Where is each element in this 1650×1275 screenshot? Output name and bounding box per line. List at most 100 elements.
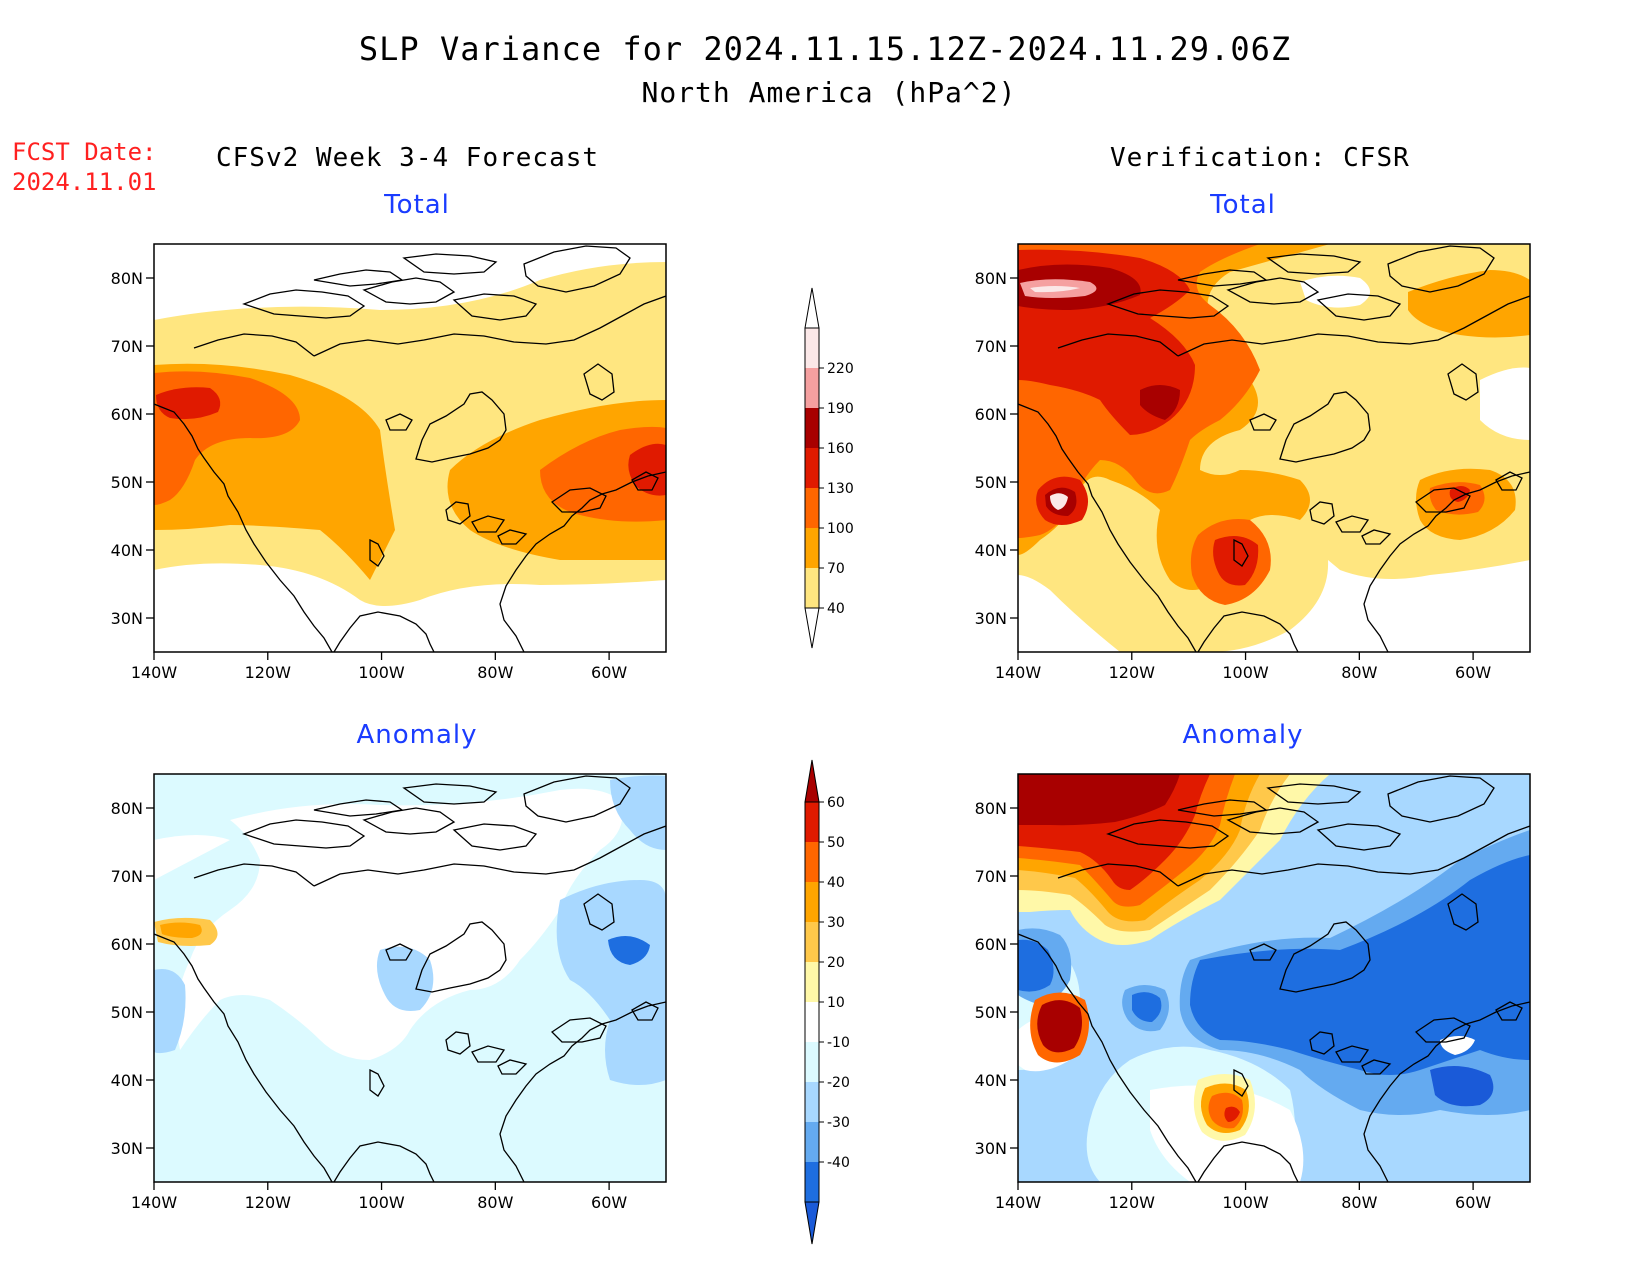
lon-tick-label: 120W (245, 663, 292, 682)
colorbar-level-label: 30 (827, 915, 845, 931)
lat-tick-label: 60N (975, 935, 1007, 954)
colorbar-top-triangle (804, 287, 820, 329)
colorbar-swatch (805, 1162, 819, 1202)
colorbar-swatch (805, 882, 819, 922)
lat-tick-label: 50N (111, 473, 143, 492)
lat-tick-label: 30N (975, 1139, 1007, 1158)
colorbar-swatch (805, 488, 819, 528)
lon-tick-label: 100W (358, 1193, 405, 1212)
colorbar-swatch (805, 408, 819, 448)
lat-tick-label: 50N (111, 1003, 143, 1022)
lat-tick-label: 70N (111, 867, 143, 886)
axis-ticks: 80N 70N 60N 50N 40N 30N 140W 120W 100W 80W 60W 80N 7… (111, 269, 1492, 1212)
colorbar-level-label: 40 (827, 601, 845, 617)
lon-tick-label: 80W (1341, 1193, 1377, 1212)
lon-tick-label: 120W (1109, 663, 1156, 682)
colorbar-swatch (805, 368, 819, 408)
lon-tick-label: 100W (1222, 1193, 1269, 1212)
colorbar-level-label: 20 (827, 955, 845, 971)
panel-title-fcst-total: Total (384, 190, 450, 220)
lat-tick-label: 80N (975, 269, 1007, 288)
lon-tick-label: 100W (358, 663, 405, 682)
colorbar-bottom-triangle (804, 607, 820, 649)
lon-tick-label: 80W (477, 663, 513, 682)
lon-tick-label: 60W (591, 1193, 627, 1212)
colorbar-level-label: 220 (827, 361, 854, 377)
colorbar-swatch (805, 448, 819, 488)
fcst-date-value: 2024.11.01 (12, 168, 157, 196)
lat-tick-label: 40N (975, 1071, 1007, 1090)
panel-title-fcst-anomaly: Anomaly (356, 720, 478, 750)
verification-column-header: Verification: CFSR (1110, 143, 1410, 173)
lon-tick-label: 140W (131, 663, 178, 682)
lat-tick-label: 50N (975, 473, 1007, 492)
colorbar-level-label: 70 (827, 561, 845, 577)
lat-tick-label: 80N (111, 799, 143, 818)
lat-tick-label: 80N (111, 269, 143, 288)
colorbar-swatch (805, 842, 819, 882)
lon-tick-label: 60W (1455, 1193, 1491, 1212)
lon-tick-label: 100W (1222, 663, 1269, 682)
colorbar-swatch (805, 1002, 819, 1042)
lat-tick-label: 80N (975, 799, 1007, 818)
verification-total-map (1017, 243, 1531, 653)
lat-tick-label: 60N (111, 405, 143, 424)
total-colorbar: 40 70 100 130 160 190 220 (804, 287, 854, 649)
forecast-anomaly-map (153, 773, 667, 1183)
colorbar-bottom-triangle (804, 1201, 820, 1245)
colorbar-level-label: 190 (827, 401, 854, 417)
colorbar-level-label: 40 (827, 875, 845, 891)
colorbar-level-label: 100 (827, 521, 854, 537)
verification-anomaly-map (1017, 773, 1531, 1183)
lon-tick-label: 120W (1109, 1193, 1156, 1212)
colorbar-level-label: 130 (827, 481, 854, 497)
colorbar-swatch (805, 802, 819, 842)
colorbar-level-label: -10 (827, 1035, 850, 1051)
lat-tick-label: 70N (975, 867, 1007, 886)
colorbar-swatch (805, 328, 819, 368)
lat-tick-label: 40N (975, 541, 1007, 560)
lon-tick-label: 140W (131, 1193, 178, 1212)
lon-tick-label: 80W (477, 1193, 513, 1212)
forecast-total-map (153, 243, 667, 653)
colorbar-swatch (805, 922, 819, 962)
lat-tick-label: 70N (111, 337, 143, 356)
lat-tick-label: 30N (975, 609, 1007, 628)
colorbar-level-label: -30 (827, 1115, 850, 1131)
colorbar-swatch (805, 962, 819, 1002)
lon-tick-label: 120W (245, 1193, 292, 1212)
colorbar-swatch (805, 1082, 819, 1122)
lat-tick-label: 50N (975, 1003, 1007, 1022)
colorbar-top-triangle (804, 759, 820, 803)
colorbar-level-label: -40 (827, 1155, 850, 1171)
colorbar-level-label: -20 (827, 1075, 850, 1091)
lat-tick-label: 40N (111, 541, 143, 560)
lon-tick-label: 140W (995, 663, 1042, 682)
lon-tick-label: 140W (995, 1193, 1042, 1212)
lat-tick-label: 40N (111, 1071, 143, 1090)
figure-subtitle: North America (hPa^2) (641, 76, 1017, 109)
colorbar-level-label: 50 (827, 835, 845, 851)
anomaly-colorbar: 60 50 40 30 20 10 -10 -20 -30 -40 (804, 759, 850, 1245)
forecast-column-header: CFSv2 Week 3-4 Forecast (216, 143, 600, 173)
lon-tick-label: 60W (591, 663, 627, 682)
fcst-date-label: FCST Date: (12, 138, 157, 166)
figure-title: SLP Variance for 2024.11.15.12Z-2024.11.… (358, 30, 1292, 68)
lon-tick-label: 60W (1455, 663, 1491, 682)
colorbar-level-label: 10 (827, 995, 845, 1011)
lat-tick-label: 60N (111, 935, 143, 954)
colorbar-swatch (805, 1122, 819, 1162)
colorbar-swatch (805, 528, 819, 568)
colorbar-swatch (805, 1042, 819, 1082)
lat-tick-label: 30N (111, 609, 143, 628)
colorbar-swatch (805, 568, 819, 608)
panel-title-verif-anomaly: Anomaly (1182, 720, 1304, 750)
lat-tick-label: 70N (975, 337, 1007, 356)
lat-tick-label: 60N (975, 405, 1007, 424)
lon-tick-label: 80W (1341, 663, 1377, 682)
lat-tick-label: 30N (111, 1139, 143, 1158)
colorbar-level-label: 60 (827, 795, 845, 811)
colorbar-level-label: 160 (827, 441, 854, 457)
panel-title-verif-total: Total (1210, 190, 1276, 220)
